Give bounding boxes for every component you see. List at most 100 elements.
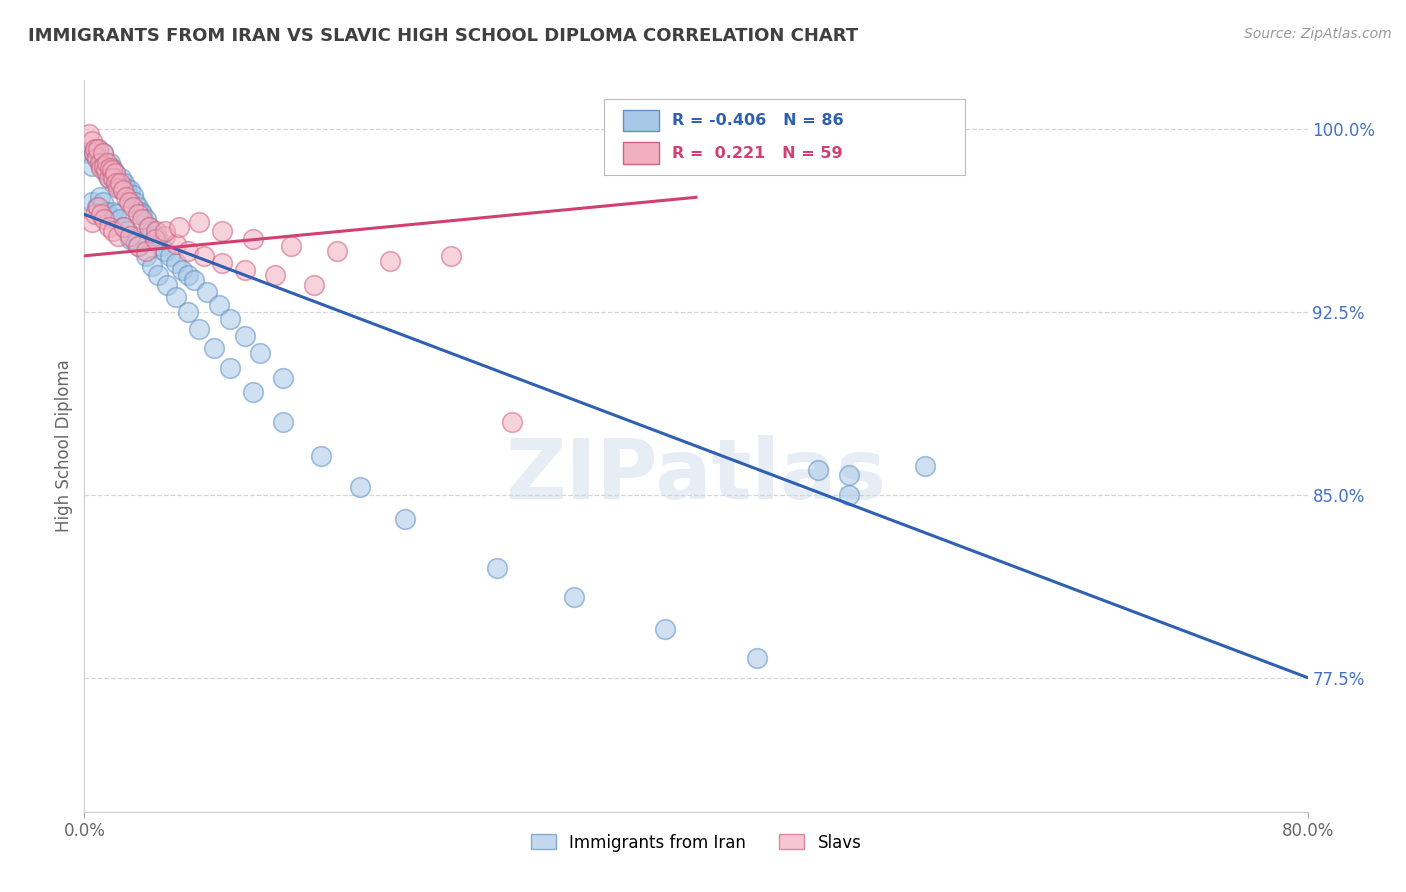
Point xyxy=(654,622,676,636)
Point xyxy=(914,458,936,473)
Point xyxy=(96,205,118,219)
Point xyxy=(271,370,294,384)
Point xyxy=(105,170,128,185)
Point xyxy=(218,312,240,326)
Point xyxy=(188,215,211,229)
Y-axis label: High School Diploma: High School Diploma xyxy=(55,359,73,533)
Point xyxy=(104,166,127,180)
Point xyxy=(108,180,131,194)
Point xyxy=(211,224,233,238)
Point xyxy=(165,290,187,304)
Point xyxy=(195,285,218,300)
Point xyxy=(111,183,134,197)
Point xyxy=(562,590,585,604)
Point xyxy=(96,156,118,170)
Point xyxy=(87,142,110,156)
Point xyxy=(177,305,200,319)
Point xyxy=(807,463,830,477)
Point xyxy=(97,170,120,185)
Point xyxy=(127,200,149,214)
Point xyxy=(155,244,177,258)
Point xyxy=(103,205,125,219)
Point xyxy=(193,249,215,263)
Point xyxy=(103,170,125,185)
Point xyxy=(135,249,157,263)
Point xyxy=(167,219,190,234)
Point xyxy=(138,219,160,234)
Point xyxy=(77,127,100,141)
Point xyxy=(93,212,115,227)
Point xyxy=(112,176,135,190)
Point xyxy=(87,142,110,156)
Point xyxy=(120,229,142,244)
Point xyxy=(80,134,103,148)
Point xyxy=(107,176,129,190)
Point xyxy=(80,195,103,210)
Point xyxy=(103,170,125,185)
Point xyxy=(93,159,115,173)
Point xyxy=(93,159,115,173)
Point xyxy=(177,268,200,283)
Point xyxy=(89,156,111,170)
Text: Source: ZipAtlas.com: Source: ZipAtlas.com xyxy=(1244,27,1392,41)
Point xyxy=(108,176,131,190)
Point xyxy=(146,232,169,246)
Point xyxy=(111,183,134,197)
Point xyxy=(129,205,152,219)
Point xyxy=(131,207,153,221)
Point xyxy=(311,449,333,463)
Point xyxy=(84,142,107,156)
Point xyxy=(115,186,138,200)
Point xyxy=(84,142,107,156)
Point xyxy=(97,170,120,185)
Point xyxy=(98,210,121,224)
Legend: Immigrants from Iran, Slavs: Immigrants from Iran, Slavs xyxy=(524,827,868,858)
Point xyxy=(86,151,108,165)
Point xyxy=(115,224,138,238)
Point xyxy=(280,239,302,253)
FancyBboxPatch shape xyxy=(605,99,965,176)
Point xyxy=(380,253,402,268)
Point xyxy=(114,180,136,194)
Point xyxy=(89,151,111,165)
Point xyxy=(108,212,131,227)
Point xyxy=(202,342,225,356)
Point xyxy=(97,219,120,234)
Point xyxy=(188,322,211,336)
Point xyxy=(86,151,108,165)
Point xyxy=(122,187,145,202)
Text: R =  0.221   N = 59: R = 0.221 N = 59 xyxy=(672,146,842,161)
Point xyxy=(105,176,128,190)
Point xyxy=(159,249,181,263)
Point xyxy=(143,232,166,246)
Point xyxy=(135,212,157,227)
Point xyxy=(112,219,135,234)
Point xyxy=(118,190,141,204)
Point xyxy=(80,159,103,173)
Point xyxy=(86,200,108,214)
Point xyxy=(325,244,347,258)
Point xyxy=(96,161,118,175)
Point xyxy=(91,146,114,161)
Point xyxy=(77,146,100,161)
Point xyxy=(120,183,142,197)
Point xyxy=(135,244,157,258)
Point xyxy=(143,229,166,244)
Point xyxy=(146,268,169,283)
Point xyxy=(87,200,110,214)
Point xyxy=(838,468,860,483)
Point xyxy=(114,190,136,204)
Point xyxy=(98,156,121,170)
Bar xyxy=(623,110,659,131)
Point xyxy=(111,219,134,234)
Text: R = -0.406   N = 86: R = -0.406 N = 86 xyxy=(672,113,844,128)
Point xyxy=(440,249,463,263)
Point xyxy=(242,385,264,400)
Point xyxy=(155,224,177,238)
Point xyxy=(141,224,163,238)
Point xyxy=(105,207,128,221)
Point xyxy=(84,207,107,221)
Point xyxy=(83,146,105,161)
Point xyxy=(131,212,153,227)
Point xyxy=(208,297,231,311)
